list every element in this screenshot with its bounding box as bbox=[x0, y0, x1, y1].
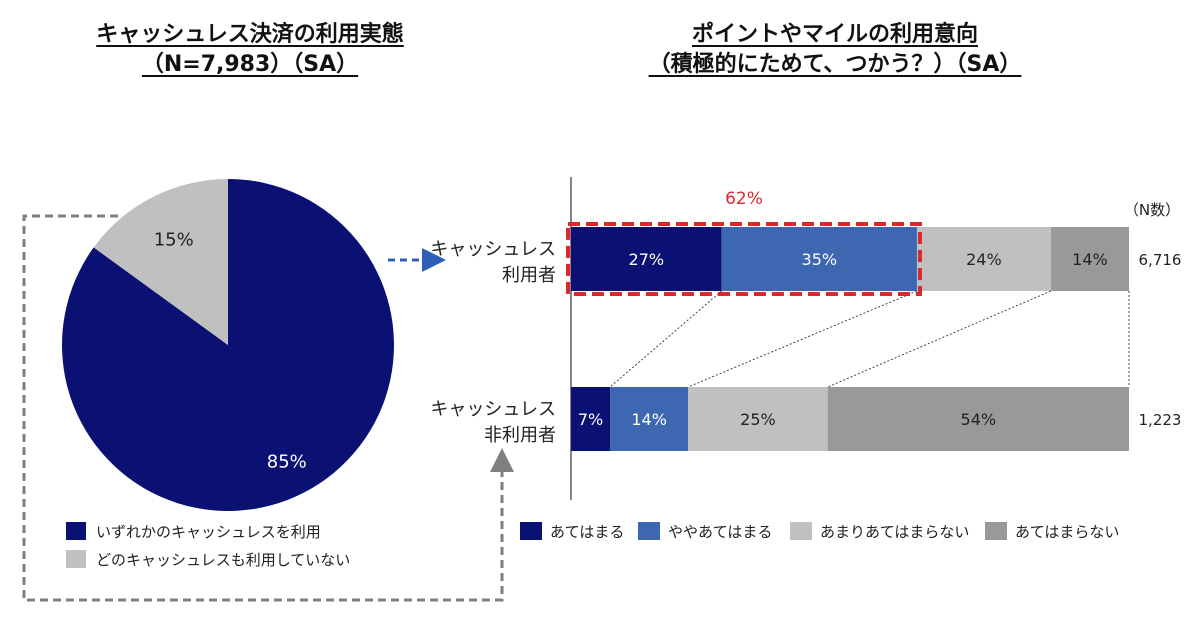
bar-seg-label-0-3: 14% bbox=[1072, 250, 1108, 269]
highlight-box bbox=[566, 222, 922, 296]
bar-legend-label-3: あてはまらない bbox=[1015, 523, 1119, 541]
gray-dashed-connector bbox=[22, 214, 514, 602]
bar-legend-swatch-3 bbox=[985, 522, 1007, 540]
bar-seg-label-0-0: 27% bbox=[629, 250, 665, 269]
bar-seg-1-1 bbox=[610, 387, 689, 451]
pie-chart-title: キャッシュレス決済の利用実態 （N=7,983）（SA） bbox=[40, 20, 460, 80]
n-value-0: 6,716 bbox=[1139, 251, 1182, 269]
pie-slice-label-0: 85% bbox=[267, 451, 307, 472]
pie-chart: 85% 15% bbox=[61, 179, 395, 511]
pie-legend-swatch-1 bbox=[66, 550, 86, 568]
pie-title-line1: キャッシュレス決済の利用実態 bbox=[96, 22, 404, 47]
pie-slice-label-1: 15% bbox=[154, 230, 194, 251]
bar-legend-swatch-2 bbox=[790, 522, 812, 540]
bar-seg-label-0-2: 24% bbox=[966, 250, 1002, 269]
n-header: （N数） bbox=[1124, 201, 1180, 219]
pie-legend-label-1: どのキャッシュレスも利用していない bbox=[96, 551, 350, 569]
bar-title-line2: （積極的にためて、つかう？）（SA） bbox=[648, 52, 1022, 77]
bar-chart-title: ポイントやマイルの利用意向 （積極的にためて、つかう？）（SA） bbox=[600, 20, 1070, 80]
category-label-line1-1: キャッシュレス bbox=[430, 399, 556, 420]
bar-seg-0-1 bbox=[721, 227, 917, 291]
pie-slice-1 bbox=[93, 179, 228, 345]
bar-connector-line-1 bbox=[609, 290, 722, 388]
category-label-line2-1: 非利用者 bbox=[484, 425, 556, 446]
bar-connector-line-2 bbox=[687, 290, 918, 388]
bar-title-line1: ポイントやマイルの利用意向 bbox=[691, 22, 978, 47]
bar-legend: あてはまる ややあてはまる あまりあてはまらない あてはまらない bbox=[520, 522, 1119, 541]
bar-legend-label-0: あてはまる bbox=[550, 523, 624, 541]
highlight-annotation: 62% bbox=[725, 189, 763, 209]
category-label-line1-0: キャッシュレス bbox=[430, 239, 556, 260]
bar-seg-label-1-2: 25% bbox=[740, 410, 776, 429]
bar-legend-swatch-0 bbox=[520, 522, 542, 540]
bar-legend-label-2: あまりあてはまらない bbox=[820, 523, 969, 541]
bar-seg-label-1-1: 14% bbox=[631, 410, 667, 429]
connector-arrows bbox=[22, 214, 514, 602]
bar-seg-label-0-1: 35% bbox=[802, 250, 838, 269]
bar-seg-0-0 bbox=[571, 227, 722, 291]
bar-seg-label-1-3: 54% bbox=[961, 410, 997, 429]
bar-seg-label-1-0: 7% bbox=[578, 410, 603, 429]
pie-legend-swatch-0 bbox=[66, 522, 86, 540]
bar-seg-1-3 bbox=[827, 387, 1129, 451]
bar-legend-swatch-1 bbox=[638, 522, 660, 540]
category-label-line2-0: 利用者 bbox=[502, 265, 556, 286]
n-value-1: 1,223 bbox=[1139, 411, 1182, 429]
pie-title-line2: （N=7,983）（SA） bbox=[141, 52, 359, 77]
bar-legend-label-1: ややあてはまる bbox=[668, 523, 772, 541]
bar-seg-0-3 bbox=[1050, 227, 1129, 291]
bar-seg-0-2 bbox=[916, 227, 1051, 291]
bar-seg-1-0 bbox=[571, 387, 611, 451]
bar-connector-line-3 bbox=[827, 290, 1052, 388]
bar-seg-1-2 bbox=[688, 387, 828, 451]
pie-legend-label-0: いずれかのキャッシュレスを利用 bbox=[96, 523, 321, 541]
